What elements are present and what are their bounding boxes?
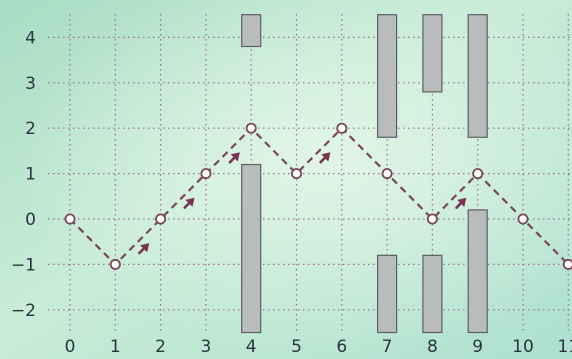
arrow-head [457, 197, 467, 207]
obstacle-bar [377, 14, 398, 138]
y-tick-label: 1 [25, 165, 36, 185]
y-tick-labels: −2 −1 0 1 2 3 4 [11, 28, 36, 320]
x-tick-label: 1 [110, 337, 121, 357]
data-point [472, 168, 484, 180]
markers [64, 122, 572, 270]
x-tick-label: 2 [155, 337, 166, 357]
data-point [200, 168, 212, 180]
series [69, 127, 570, 266]
y-tick-label: −2 [11, 301, 36, 321]
x-tick-label: 0 [65, 337, 76, 357]
data-point [381, 168, 393, 180]
data-point [109, 258, 121, 270]
y-tick-label: −1 [11, 255, 36, 275]
obstacle-bar [422, 254, 443, 334]
obstacle-bar [377, 254, 398, 334]
arrow-head [140, 243, 150, 253]
x-tick-label: 3 [200, 337, 211, 357]
x-tick-label: 8 [427, 337, 438, 357]
x-tick-label: 5 [291, 337, 302, 357]
obstacle-bar [467, 14, 488, 138]
x-tick-label: 10 [512, 337, 534, 357]
data-point [290, 168, 302, 180]
x-tick-labels: 0 1 2 3 4 5 6 7 8 9 10 11 [65, 337, 572, 357]
series-line [69, 127, 570, 266]
data-point [64, 213, 76, 225]
y-tick-label: 0 [25, 210, 36, 230]
x-tick-label: 9 [472, 337, 483, 357]
obstacles [241, 14, 488, 334]
data-point [245, 122, 257, 134]
arrow-head [230, 152, 240, 162]
obstacle-bar [422, 14, 443, 93]
x-tick-label: 11 [557, 337, 572, 357]
arrow-head [321, 152, 331, 162]
data-point [336, 122, 348, 134]
data-point [562, 258, 572, 270]
obstacle-bar [467, 209, 488, 334]
y-tick-label: 4 [25, 28, 36, 48]
y-tick-label: 3 [25, 74, 36, 94]
arrow-head [185, 197, 195, 207]
y-tick-label: 2 [25, 119, 36, 139]
data-point [517, 213, 529, 225]
x-tick-label: 7 [382, 337, 393, 357]
data-point [155, 213, 167, 225]
obstacle-bar [241, 14, 262, 48]
obstacle-bar [241, 163, 262, 334]
data-point [426, 213, 438, 225]
x-tick-label: 4 [246, 337, 257, 357]
x-tick-label: 6 [336, 337, 347, 357]
arrows [138, 152, 467, 255]
